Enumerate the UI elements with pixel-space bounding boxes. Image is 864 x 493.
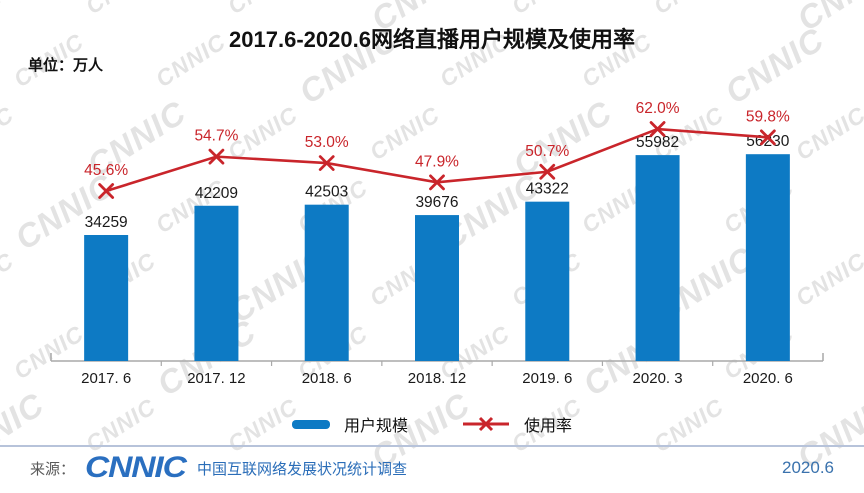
x-axis-label: 2017. 12 — [187, 370, 245, 387]
bar-value-label: 39676 — [415, 194, 458, 211]
bar-value-label: 55982 — [636, 134, 679, 151]
footer-divider — [0, 445, 864, 447]
source-label: 来源： — [30, 460, 76, 478]
line-marker-x — [759, 129, 776, 146]
legend-bar-label: 用户规模 — [343, 418, 408, 435]
line-marker-x — [649, 121, 666, 137]
report-date: 2020.6 — [782, 458, 834, 477]
line-marker-x — [208, 148, 225, 165]
bar-value-label: 43322 — [526, 181, 569, 198]
bar — [525, 201, 570, 361]
x-axis-label: 2019. 6 — [522, 370, 572, 387]
combo-bar-line-chart: 34259 2017. 6 42209 2017. 12 42503 2018. 6 396… — [50, 100, 824, 387]
x-axis-label: 2020. 6 — [743, 370, 793, 387]
unit-label: 单位：万人 — [28, 57, 104, 74]
line-marker-x — [98, 183, 115, 199]
bar-value-label: 42503 — [305, 184, 348, 201]
bar — [194, 205, 239, 361]
survey-name: 中国互联网络发展状况统计调查 — [197, 460, 408, 478]
x-axis-label: 2017. 6 — [81, 370, 131, 387]
chart-legend: 用户规模 使用率 — [0, 412, 864, 436]
bar-value-label: 42209 — [195, 185, 238, 202]
legend-bar-swatch — [291, 419, 330, 429]
x-axis-label: 2018. 12 — [408, 370, 466, 387]
bar — [84, 235, 129, 361]
percent-label: 62.0% — [636, 100, 680, 117]
bar — [415, 215, 459, 361]
x-axis-label: 2018. 6 — [302, 370, 352, 387]
percent-label: 59.8% — [746, 108, 790, 125]
percent-label: 54.7% — [194, 128, 238, 145]
line-marker-x — [318, 155, 335, 171]
x-axis-label: 2020. 3 — [633, 370, 683, 387]
bar — [745, 154, 790, 361]
percent-label: 50.7% — [525, 143, 569, 160]
line-marker-x — [429, 174, 445, 191]
bar — [304, 204, 349, 361]
percent-label: 53.0% — [305, 134, 349, 151]
cnnic-logo: CNNIC — [85, 451, 187, 484]
footer: 来源： CNNIC 中国互联网络发展状况统计调查 2020.6 — [0, 449, 864, 487]
legend-line-label: 使用率 — [524, 418, 573, 435]
line-marker-x — [539, 163, 556, 180]
legend-line-swatch — [463, 416, 509, 432]
chart-title: 2017.6-2020.6网络直播用户规模及使用率 — [229, 27, 635, 52]
percent-label: 47.9% — [415, 153, 459, 170]
percent-label: 45.6% — [84, 162, 128, 179]
bar-value-label: 34259 — [85, 214, 128, 231]
bar — [635, 155, 680, 361]
